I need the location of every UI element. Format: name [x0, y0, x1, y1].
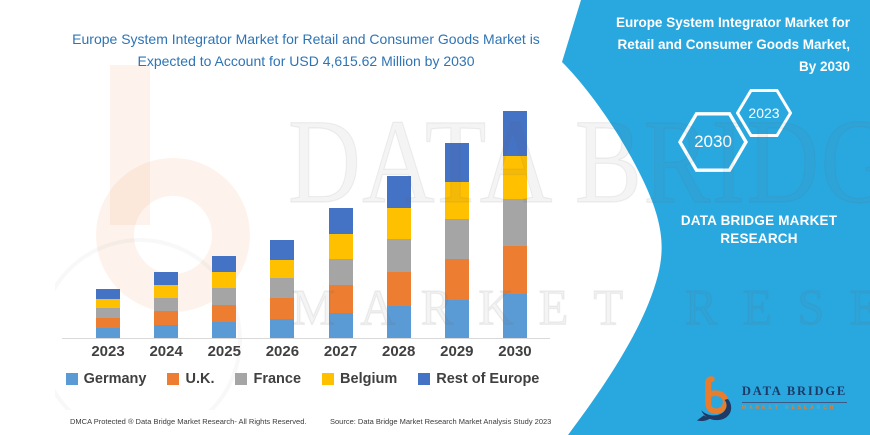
- bar-segment-2023-belgium: [96, 298, 120, 309]
- bar-segment-2026-rest-of-europe: [270, 240, 295, 260]
- x-axis-label-2027: 2027: [323, 343, 358, 360]
- hexagon-2023-outline: [736, 89, 792, 137]
- right-panel-background: [562, 0, 870, 435]
- bar-segment-2028-belgium: [386, 208, 411, 239]
- legend-swatch-icon: [65, 373, 78, 385]
- bar-segment-2023-rest-of-europe: [96, 288, 120, 299]
- bar-segment-2028-u-k-: [386, 272, 411, 307]
- stacked-bar-2026: [270, 240, 295, 338]
- bar-segment-2027-rest-of-europe: [328, 207, 353, 234]
- legend-label: Rest of Europe: [436, 371, 540, 387]
- bar-segment-2025-u-k-: [212, 304, 237, 322]
- legend-item-u-k-: U.K.: [167, 371, 214, 387]
- bar-segment-2027-belgium: [328, 233, 353, 259]
- data-bridge-logo-text: DATA BRIDGE MARKET RESEARCH: [741, 384, 847, 425]
- bar-segment-2025-france: [212, 287, 237, 305]
- bar-segment-2028-rest-of-europe: [386, 175, 411, 209]
- bar-segment-2026-germany: [270, 318, 295, 338]
- panel-heading: Europe System Integrator Market for Reta…: [615, 15, 850, 74]
- bar-segment-2023-u-k-: [96, 318, 120, 329]
- bar-segment-2029-u-k-: [444, 259, 469, 300]
- dmca-notice: DMCA Protected ® Data Bridge Market Rese…: [70, 417, 307, 426]
- stacked-bar-2030: [502, 110, 527, 338]
- stacked-bar-2025: [212, 255, 237, 338]
- bar-segment-2028-germany: [386, 306, 411, 338]
- bar-segment-2026-u-k-: [270, 298, 295, 319]
- bar-segment-2029-belgium: [444, 182, 469, 220]
- bar-segment-2029-rest-of-europe: [444, 143, 469, 183]
- bar-segment-2028-france: [386, 238, 411, 273]
- stacked-bar-2028: [386, 175, 411, 338]
- bar-segment-2024-germany: [154, 325, 179, 338]
- hexagon-2023-label: 2023: [748, 105, 780, 121]
- stacked-bar-2024: [154, 272, 179, 338]
- bar-segment-2027-germany: [328, 312, 353, 338]
- bar-segment-2030-france: [502, 199, 527, 246]
- x-axis-label-2025: 2025: [207, 343, 241, 360]
- stacked-bar-2023: [96, 288, 120, 338]
- legend-label: France: [253, 371, 302, 387]
- legend-item-rest-of-europe: Rest of Europe: [418, 371, 539, 387]
- x-axis-label-2030: 2030: [498, 343, 532, 360]
- logo-name: DATA BRIDGE: [741, 384, 847, 403]
- bar-segment-2024-rest-of-europe: [154, 272, 179, 286]
- legend-item-france: France: [235, 371, 301, 387]
- bar-segment-2023-germany: [96, 328, 120, 338]
- legend-swatch-icon: [167, 373, 180, 385]
- legend-item-belgium: Belgium: [322, 371, 397, 387]
- bar-chart-plot-area: [62, 100, 550, 339]
- legend-label: U.K.: [185, 371, 215, 387]
- data-bridge-logo: DATA BRIDGE MARKET RESEARCH: [697, 373, 847, 425]
- legend-item-germany: Germany: [65, 371, 147, 387]
- bar-segment-2026-france: [270, 278, 295, 299]
- x-axis-labels: 2023 2024 2025 2026 2027 2028 2029 2030: [62, 343, 550, 361]
- x-axis-label-2024: 2024: [149, 343, 183, 360]
- x-axis-label-2028: 2028: [382, 343, 416, 360]
- source-note: Source: Data Bridge Market Research Mark…: [330, 417, 552, 426]
- bar-segment-2030-u-k-: [502, 245, 527, 294]
- bar-segment-2024-belgium: [154, 285, 179, 298]
- legend-swatch-icon: [235, 373, 248, 385]
- bar-segment-2029-germany: [444, 300, 469, 338]
- bar-segment-2030-belgium: [502, 156, 527, 200]
- legend-label: Germany: [83, 371, 147, 387]
- panel-brand-text: DATA BRIDGE MARKET RESEARCH: [680, 213, 838, 246]
- bar-segment-2027-u-k-: [328, 285, 353, 313]
- bar-segment-2025-belgium: [212, 272, 237, 288]
- x-axis-label-2029: 2029: [440, 343, 474, 360]
- stacked-bar-2027: [328, 207, 353, 338]
- legend-swatch-icon: [322, 373, 335, 385]
- chart-title: Europe System Integrator Market for Reta…: [58, 29, 554, 72]
- bar-segment-2024-u-k-: [154, 311, 179, 326]
- bar-segment-2025-rest-of-europe: [212, 255, 237, 273]
- bar-segment-2027-france: [328, 258, 353, 286]
- logo-subtext: MARKET RESEARCH: [741, 405, 837, 411]
- bar-segment-2023-france: [96, 308, 120, 319]
- data-bridge-logo-icon: [697, 376, 732, 422]
- legend-label: Belgium: [340, 371, 398, 387]
- x-axis-label-2023: 2023: [91, 343, 125, 360]
- legend-swatch-icon: [418, 373, 431, 385]
- hexagon-2030-label: 2030: [694, 132, 732, 151]
- bar-segment-2024-france: [154, 297, 179, 312]
- x-axis-label-2026: 2026: [265, 343, 300, 360]
- bar-segment-2030-rest-of-europe: [502, 110, 527, 157]
- stacked-bar-2029: [444, 143, 469, 338]
- chart-title-line1: Europe System Integrator Market for Reta…: [72, 31, 540, 47]
- bar-segment-2025-germany: [212, 321, 237, 338]
- bar-segment-2029-france: [444, 219, 469, 260]
- bar-segment-2030-germany: [502, 293, 527, 338]
- bar-segment-2026-belgium: [270, 259, 295, 279]
- chart-title-line2: Expected to Account for USD 4,615.62 Mil…: [137, 52, 475, 69]
- hexagon-2030-outline: [678, 112, 748, 172]
- chart-legend: Germany U.K. France Belgium Rest of Europe: [30, 371, 575, 387]
